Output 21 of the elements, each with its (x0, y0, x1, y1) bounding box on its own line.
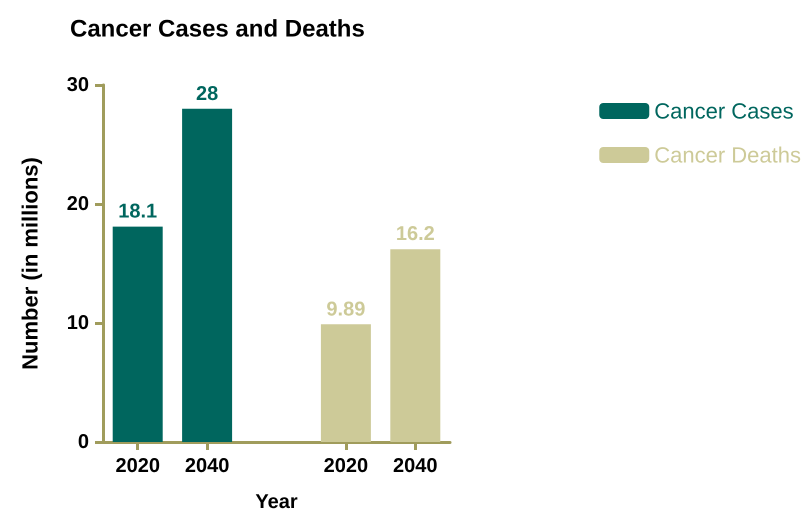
y-axis-title: Number (in millions) (18, 157, 42, 370)
data-label: 18.1 (118, 200, 158, 223)
x-tick-label: 2040 (393, 455, 438, 477)
x-axis-title: Year (255, 491, 298, 513)
bar (182, 108, 232, 442)
y-tick-label: 30 (66, 74, 89, 96)
y-tick-label: 0 (78, 431, 89, 453)
bar (390, 249, 440, 442)
data-label: 16.2 (396, 223, 435, 246)
x-tick-label: 2040 (184, 455, 230, 477)
bar (112, 226, 163, 442)
x-tick-label: 2020 (115, 455, 160, 477)
data-label: 9.89 (326, 298, 366, 320)
chart-title: Cancer Cases and Deaths (70, 16, 365, 42)
x-tick-label: 2020 (324, 455, 368, 477)
bar (320, 324, 371, 442)
legend-label: Cancer Cases (654, 98, 794, 124)
legend-label: Cancer Deaths (654, 142, 802, 168)
y-tick-label: 20 (66, 193, 89, 215)
y-tick-label: 10 (66, 312, 89, 334)
data-label: 28 (196, 82, 218, 105)
